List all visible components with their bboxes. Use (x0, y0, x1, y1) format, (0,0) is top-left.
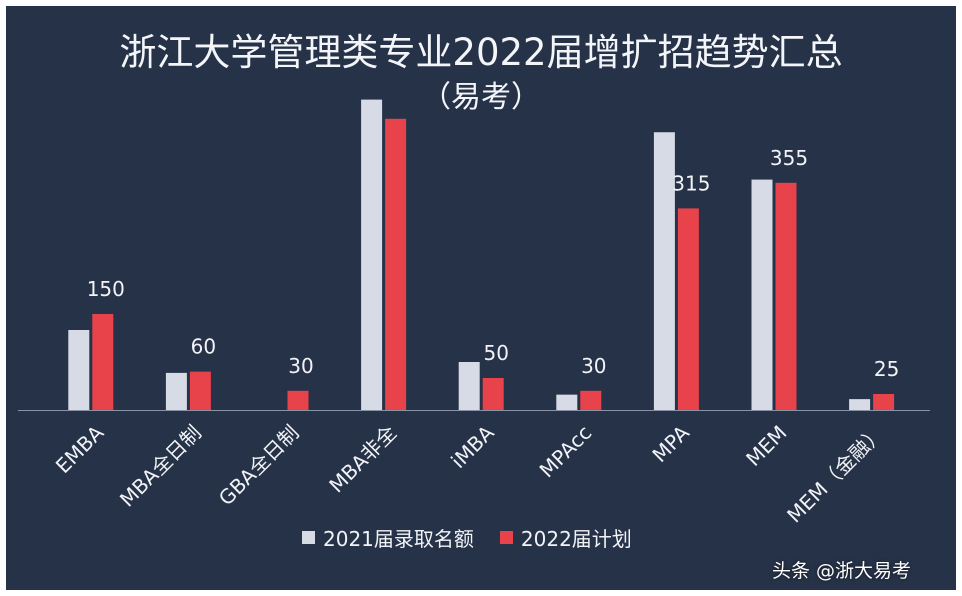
bar-2022-6 (677, 208, 699, 410)
x-tick-label-8: MEM（金融） (782, 421, 889, 528)
legend-label-2021: 2021届录取名额 (323, 526, 474, 551)
bar-2021-4 (458, 362, 480, 410)
bar-2022-7 (775, 182, 797, 410)
bar-2021-6 (653, 132, 675, 411)
bar-2021-3 (361, 99, 383, 410)
bar-2022-3 (385, 118, 407, 411)
data-label-2022-0: 150 (87, 277, 125, 301)
x-tick-label-4: iMBA (446, 420, 499, 473)
x-tick-label-1: MBA全日制 (115, 421, 206, 512)
bar-2022-8 (873, 394, 895, 410)
legend-label-2022: 2022届计划 (520, 526, 632, 551)
x-tick-label-0: EMBA (51, 420, 109, 478)
bar-2021-0 (68, 330, 90, 410)
chart-panel (6, 6, 956, 590)
bar-2022-2 (287, 390, 309, 410)
bar-2021-1 (165, 372, 187, 410)
data-label-2022-4: 50 (483, 341, 508, 365)
x-tick-label-7: MEM (741, 421, 791, 471)
chart-subtitle: （易考） (421, 80, 541, 115)
data-label-2022-2: 30 (288, 354, 313, 378)
chart-legend: 2021届录取名额 2022届计划 (302, 523, 658, 552)
legend-swatch-2021 (302, 530, 315, 544)
data-label-2022-5: 30 (581, 354, 606, 378)
bar-2021-8 (849, 399, 871, 410)
chart-title: 浙江大学管理类专业2022届增扩招趋势汇总 (119, 31, 843, 74)
x-tick-label-2: GBA全日制 (214, 421, 304, 511)
x-tick-label-3: MBA非全 (324, 421, 401, 498)
bar-2022-5 (580, 390, 602, 410)
legend-swatch-2022 (499, 530, 513, 544)
x-tick-label-5: MPAcc (535, 421, 597, 483)
bar-2021-5 (556, 394, 578, 410)
data-label-2022-8: 25 (874, 357, 899, 381)
bar-2022-0 (92, 314, 114, 410)
watermark-text: 头条 @浙大易考 (772, 560, 912, 582)
bar-2021-7 (751, 179, 773, 410)
legend-item-2021: 2021届录取名额 (302, 523, 474, 552)
data-label-2022-1: 60 (191, 335, 216, 359)
legend-item-2022: 2022届计划 (499, 523, 632, 552)
bar-2022-4 (482, 378, 504, 410)
data-label-2022-7: 355 (770, 146, 808, 170)
x-tick-label-6: MPA (647, 420, 694, 467)
bar-2022-1 (189, 371, 211, 410)
data-label-2022-6: 315 (672, 171, 710, 195)
